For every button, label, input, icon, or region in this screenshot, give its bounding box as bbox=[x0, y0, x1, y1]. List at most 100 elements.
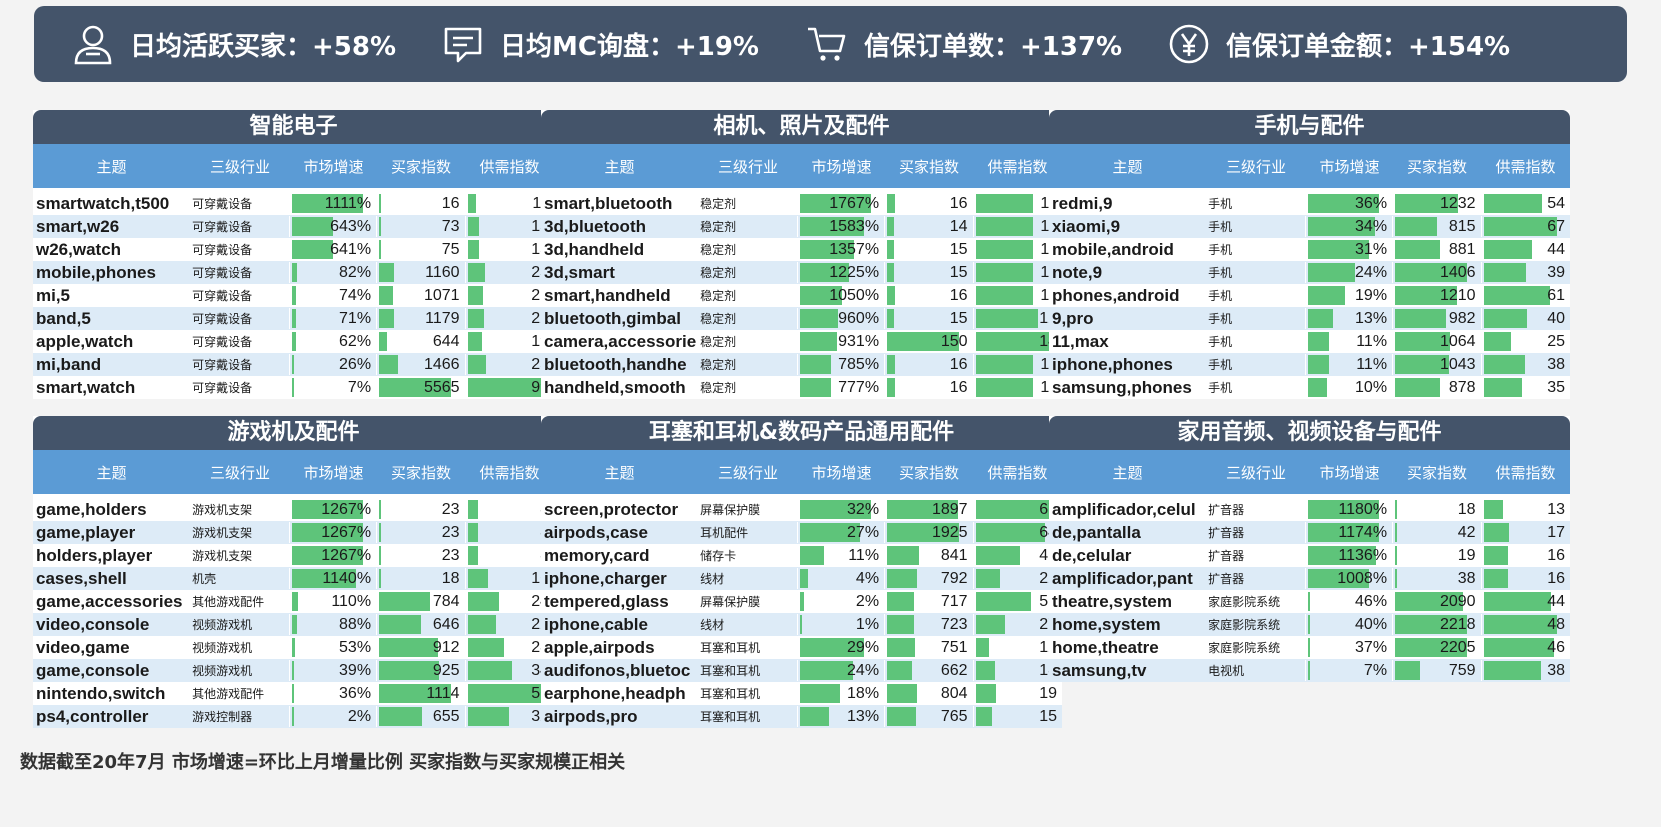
buyer-index-cell: 1160 bbox=[376, 262, 464, 283]
growth-cell: 1180% bbox=[1304, 499, 1393, 520]
industry-cell: 视频游戏机 bbox=[192, 641, 253, 655]
data-bar bbox=[975, 286, 1033, 305]
buyer-index-cell: 751 bbox=[884, 637, 972, 658]
header-supply-index: 供需指数 bbox=[987, 463, 1048, 482]
cell-value: 26% bbox=[339, 356, 372, 373]
header-topic: 主题 bbox=[1112, 463, 1143, 482]
growth-cell: 53% bbox=[288, 637, 377, 658]
industry-cell: 手机 bbox=[1208, 289, 1233, 303]
data-bar bbox=[291, 523, 363, 542]
data-bar bbox=[799, 309, 839, 328]
table-body: game,holders游戏机支架1267%238game,player游戏机支… bbox=[33, 494, 554, 728]
growth-cell: 10% bbox=[1304, 377, 1393, 398]
cell-value: 643% bbox=[330, 218, 372, 235]
topic-cell: theatre,system bbox=[1052, 591, 1173, 611]
industry-cell: 手机 bbox=[1208, 312, 1233, 326]
data-bar bbox=[1307, 240, 1370, 259]
data-bar bbox=[799, 569, 809, 588]
header-growth: 市场增速 bbox=[303, 157, 364, 176]
cell-value: 35 bbox=[1547, 379, 1566, 396]
buyer-index-cell: 646 bbox=[376, 614, 464, 635]
cell-value: 44 bbox=[1547, 241, 1566, 258]
cell-value: 2% bbox=[855, 593, 880, 610]
buyer-index-cell: 765 bbox=[884, 706, 972, 727]
cell-value: 17 bbox=[1547, 524, 1566, 541]
data-bar bbox=[1395, 217, 1437, 236]
data-bar bbox=[1307, 500, 1379, 519]
cell-value: 19 bbox=[1457, 547, 1476, 564]
kpi-label: 日均活跃买家：+58% bbox=[130, 31, 397, 62]
data-bar bbox=[799, 684, 840, 703]
data-bar bbox=[1307, 332, 1330, 351]
buyer-index-cell: 16 bbox=[884, 193, 972, 214]
data-bar bbox=[379, 546, 382, 565]
kpi-trade-assurance-amount: 信保订单金额：+154% bbox=[1166, 21, 1510, 67]
industry-cell: 耳塞和耳机 bbox=[700, 687, 761, 701]
cell-value: 19% bbox=[1355, 287, 1388, 304]
industry-cell: 稳定剂 bbox=[700, 381, 737, 395]
cell-value: 67 bbox=[1547, 218, 1566, 235]
table-header: 主题 三级行业 市场增速 买家指数 供需指数 bbox=[541, 450, 1062, 494]
header-supply-index: 供需指数 bbox=[987, 157, 1048, 176]
buyer-index-cell: 23 bbox=[376, 499, 464, 520]
topic-cell: amplificador,pant bbox=[1052, 568, 1193, 588]
topic-cell: 11,max bbox=[1052, 331, 1109, 351]
kpi-bar: 日均活跃买家：+58% 日均MC询盘：+19% 信保订单数：+137% 信保订单… bbox=[34, 6, 1627, 82]
data-bar bbox=[887, 615, 915, 634]
cell-value: 1008% bbox=[1337, 570, 1388, 587]
topic-cell: mi,5 bbox=[36, 285, 71, 305]
cell-value: 73 bbox=[441, 218, 460, 235]
cell-value: 982 bbox=[1448, 310, 1476, 327]
industry-cell: 可穿戴设备 bbox=[192, 312, 253, 326]
data-bar bbox=[291, 546, 363, 565]
buyer-index-cell: 15 bbox=[884, 262, 972, 283]
growth-cell: 785% bbox=[796, 354, 885, 375]
cell-value: 881 bbox=[1448, 241, 1476, 258]
table-header: 主题 三级行业 市场增速 买家指数 供需指数 bbox=[1049, 450, 1570, 494]
cell-value: 4% bbox=[855, 570, 880, 587]
data-bar bbox=[291, 500, 363, 519]
industry-cell: 耳塞和耳机 bbox=[700, 664, 761, 678]
buyer-index-cell: 644 bbox=[376, 331, 464, 352]
data-bar bbox=[799, 332, 838, 351]
supply-index-cell: 19 bbox=[972, 683, 1062, 704]
data-bar bbox=[1395, 546, 1398, 565]
data-bar bbox=[467, 263, 485, 282]
topic-cell: cases,shell bbox=[36, 568, 127, 588]
buyer-index-cell: 1043 bbox=[1392, 354, 1480, 375]
industry-cell: 耳塞和耳机 bbox=[700, 641, 761, 655]
buyer-index-cell: 18 bbox=[1392, 499, 1480, 520]
cell-value: 36% bbox=[1355, 195, 1388, 212]
cell-value: 16 bbox=[1547, 547, 1566, 564]
industry-cell: 手机 bbox=[1208, 243, 1233, 257]
cell-value: 10% bbox=[1355, 379, 1388, 396]
cell-value: 1071 bbox=[423, 287, 460, 304]
header-buyer-index: 买家指数 bbox=[390, 157, 451, 176]
cell-value: 15 bbox=[1039, 708, 1058, 725]
topic-cell: airpods,case bbox=[544, 522, 648, 542]
cell-value: 71% bbox=[339, 310, 372, 327]
data-bar bbox=[291, 240, 333, 259]
kpi-label: 信保订单金额：+154% bbox=[1226, 31, 1511, 62]
cell-value: 878 bbox=[1448, 379, 1476, 396]
data-bar bbox=[1483, 309, 1528, 328]
kpi-label: 信保订单数：+137% bbox=[864, 31, 1123, 62]
cell-value: 46 bbox=[1547, 639, 1566, 656]
growth-cell: 1140% bbox=[288, 568, 377, 589]
data-bar bbox=[975, 569, 1000, 588]
growth-cell: 777% bbox=[796, 377, 885, 398]
data-bar bbox=[799, 500, 871, 519]
cell-value: 62% bbox=[339, 333, 372, 350]
buyer-index-cell: 1064 bbox=[1392, 331, 1480, 352]
cell-value: 1897 bbox=[931, 501, 968, 518]
growth-cell: 1267% bbox=[288, 522, 377, 543]
buyer-index-cell: 75 bbox=[376, 239, 464, 260]
cell-value: 1114 bbox=[426, 685, 460, 702]
industry-cell: 线材 bbox=[700, 618, 725, 632]
